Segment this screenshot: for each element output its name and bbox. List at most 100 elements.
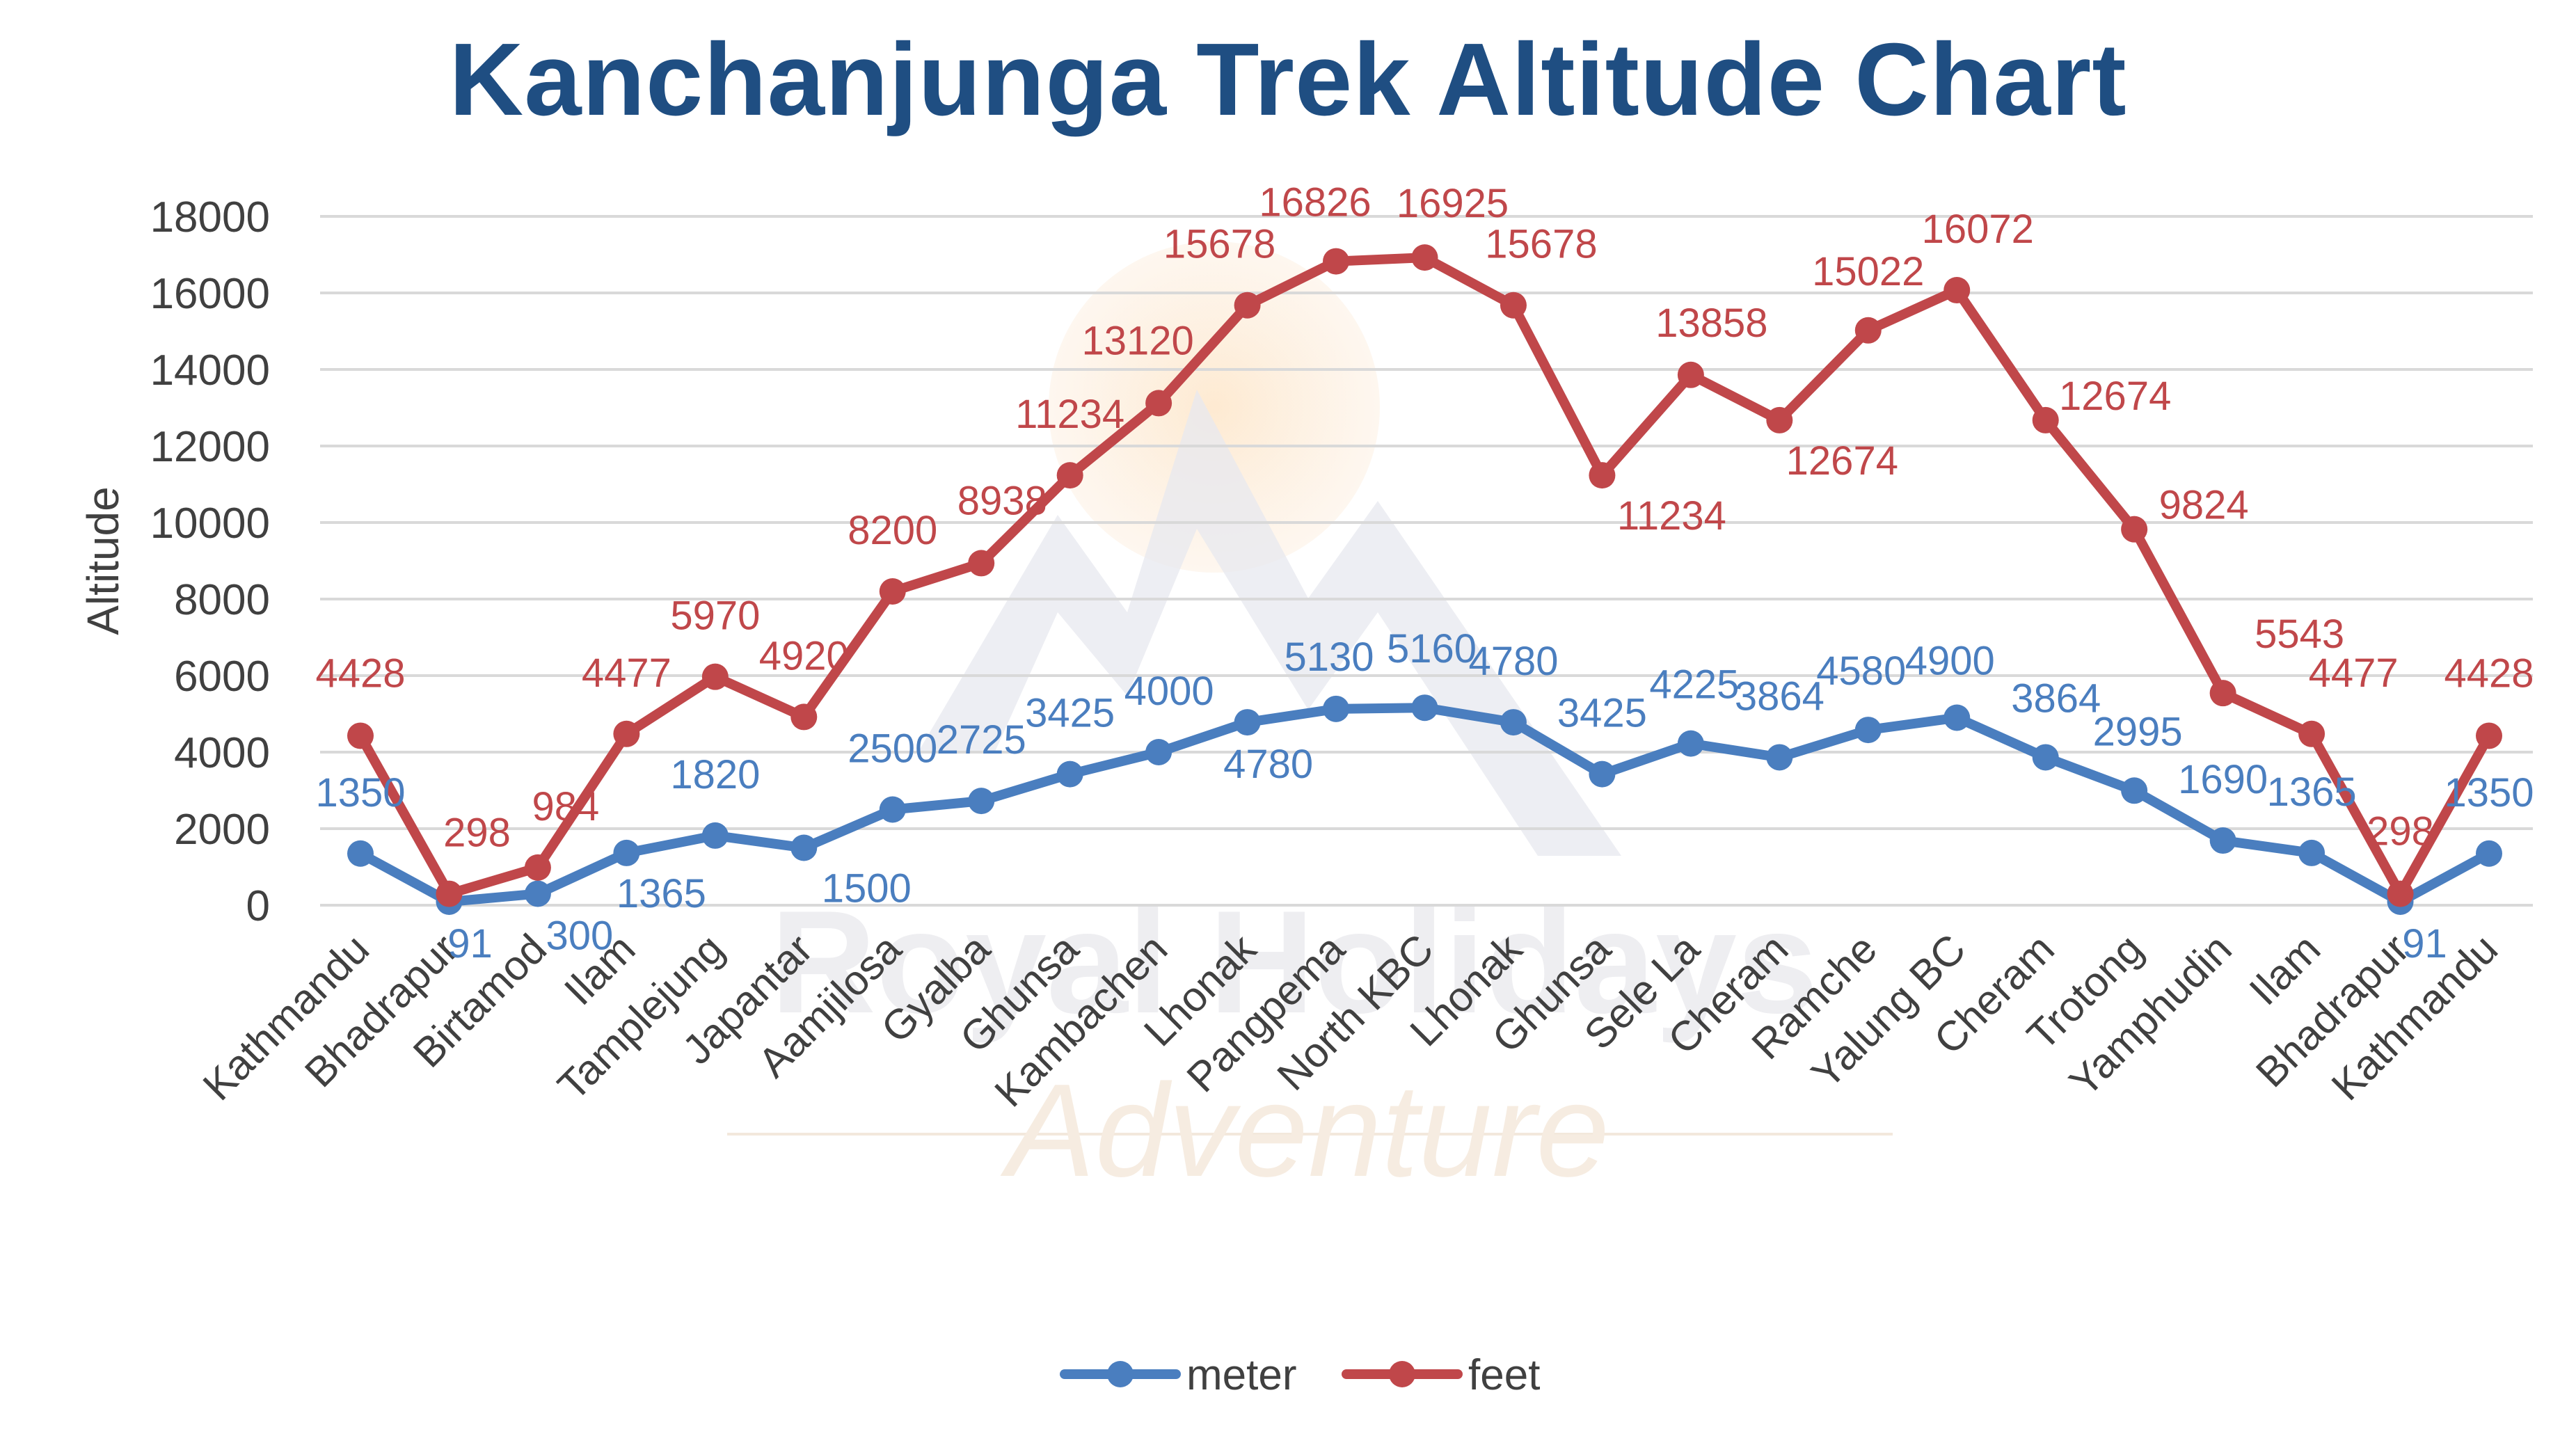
data-point-meter: [2298, 839, 2325, 866]
y-tick-label: 16000: [150, 270, 270, 318]
watermark-mountains: [919, 390, 1621, 856]
data-label-meter: 2725: [937, 717, 1026, 763]
y-axis-title: Altitude: [78, 486, 128, 635]
data-point-meter: [1145, 739, 1172, 765]
data-point-meter: [1943, 704, 1971, 731]
y-tick-label: 12000: [150, 423, 270, 471]
y-tick-label: 6000: [174, 653, 270, 701]
legend: meter feet: [1060, 1351, 1540, 1399]
data-label-meter: 1365: [617, 871, 706, 916]
data-label-feet: 984: [532, 784, 600, 829]
data-point-feet: [2032, 406, 2059, 433]
data-point-feet: [1234, 292, 1261, 319]
data-point-meter: [2209, 827, 2236, 854]
watermark-logo: Royal Holidays Adventure: [727, 241, 1893, 1204]
data-point-feet: [790, 703, 818, 731]
data-label-meter: 4580: [1816, 648, 1906, 694]
data-point-meter: [701, 822, 729, 849]
y-tick-label: 10000: [150, 500, 270, 548]
data-label-meter: 3864: [2011, 676, 2101, 721]
data-label-meter: 1365: [2267, 770, 2357, 815]
data-point-meter: [1411, 694, 1438, 722]
data-label-feet: 12674: [1786, 438, 1898, 484]
data-label-meter: 4225: [1649, 662, 1739, 708]
data-point-meter: [1234, 709, 1261, 736]
data-label-feet: 13858: [1655, 301, 1767, 346]
data-label-feet: 4920: [759, 633, 849, 678]
data-label-feet: 5543: [2255, 612, 2344, 657]
data-label-feet: 12674: [2059, 374, 2171, 419]
data-label-meter: 1350: [315, 770, 405, 815]
data-label-feet: 9824: [2159, 483, 2249, 528]
data-point-feet: [701, 663, 729, 690]
data-label-meter: 4780: [1468, 639, 1558, 684]
data-point-feet: [2387, 880, 2414, 907]
data-label-meter: 2995: [2093, 709, 2183, 754]
data-point-feet: [347, 722, 374, 749]
y-tick-label: 0: [246, 882, 270, 930]
data-point-meter: [1500, 709, 1527, 736]
data-point-feet: [879, 578, 906, 605]
data-label-meter: 4900: [1905, 639, 1995, 684]
y-tick-label: 2000: [174, 806, 270, 854]
data-label-meter: 5130: [1285, 635, 1374, 680]
data-label-meter: 3864: [1735, 674, 1824, 719]
data-label-meter: 4000: [1124, 669, 1214, 714]
data-label-feet: 4477: [582, 651, 671, 696]
data-point-meter: [879, 796, 906, 823]
data-label-meter: 1820: [670, 752, 760, 797]
data-label-feet: 11234: [1015, 392, 1124, 437]
data-label-meter: 4780: [1223, 742, 1313, 787]
watermark-tagline: Adventure: [1000, 1057, 1609, 1204]
chart-title: Kanchanjunga Trek Altitude Chart: [449, 22, 2127, 137]
data-point-meter: [524, 880, 551, 907]
data-label-feet: 8938: [957, 478, 1047, 523]
data-label-feet: 5970: [670, 593, 760, 639]
data-label-feet: 4477: [2309, 651, 2399, 696]
data-label-feet: 16925: [1397, 181, 1509, 226]
data-label-meter: 2500: [848, 726, 937, 772]
data-point-feet: [1145, 390, 1172, 417]
data-label-feet: 4428: [315, 651, 405, 696]
data-point-meter: [2476, 840, 2502, 867]
data-point-feet: [1766, 406, 1793, 433]
data-point-meter: [2121, 777, 2148, 804]
data-point-meter: [1589, 760, 1616, 788]
data-label-feet: 15678: [1485, 222, 1597, 267]
data-label-feet: 16826: [1259, 180, 1371, 225]
data-label-feet: 16072: [1922, 207, 2034, 252]
data-point-meter: [1677, 730, 1704, 757]
data-point-meter: [968, 788, 995, 815]
watermark-brand: Royal Holidays: [770, 880, 1818, 1044]
y-tick-label: 18000: [150, 193, 270, 241]
y-tick-label: 14000: [150, 346, 270, 395]
data-point-meter: [790, 834, 818, 861]
data-label-meter: 1690: [2178, 757, 2268, 802]
data-point-meter: [1323, 695, 1350, 722]
data-point-feet: [1854, 317, 1882, 344]
y-tick-label: 8000: [174, 576, 270, 624]
data-label-meter: 3425: [1025, 691, 1115, 736]
data-label-feet: 298: [443, 811, 511, 856]
data-point-meter: [613, 839, 640, 866]
data-label-meter: 1500: [822, 866, 912, 911]
data-point-meter: [1766, 744, 1793, 771]
data-point-feet: [613, 720, 640, 747]
data-point-feet: [2121, 516, 2148, 543]
data-point-feet: [1500, 292, 1527, 319]
y-tick-label: 4000: [174, 729, 270, 777]
data-point-feet: [2298, 720, 2325, 747]
data-label-feet: 15022: [1812, 249, 1924, 294]
data-point-feet: [1411, 244, 1438, 271]
data-label-meter: 3425: [1557, 691, 1647, 736]
data-point-feet: [1589, 462, 1616, 489]
grid: [320, 215, 2533, 907]
data-label-meter: 300: [546, 914, 614, 959]
watermark-sun: [1049, 241, 1380, 573]
data-label-feet: 11234: [1617, 493, 1726, 539]
data-label-feet: 13120: [1081, 318, 1193, 363]
data-label-meter: 91: [447, 921, 493, 966]
